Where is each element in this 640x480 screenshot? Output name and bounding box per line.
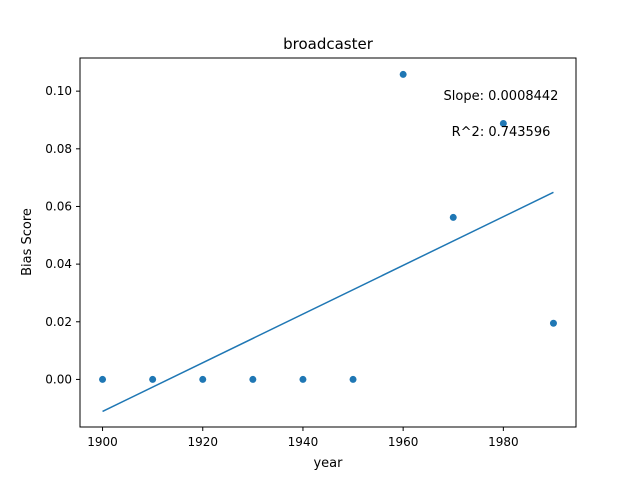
slope-annotation: Slope: 0.0008442	[444, 89, 559, 104]
scatter-point	[199, 375, 207, 383]
scatter-point	[549, 319, 557, 327]
y-tick-label: 0.00	[45, 372, 72, 386]
x-tick-label: 1960	[388, 435, 419, 449]
y-tick-label: 0.08	[45, 142, 72, 156]
scatter-point	[499, 119, 507, 127]
axes-frame	[79, 57, 577, 428]
y-tick-label: 0.10	[45, 84, 72, 98]
x-tick-label: 1980	[488, 435, 519, 449]
scatter-point	[449, 213, 457, 221]
x-axis-label: year	[313, 456, 343, 471]
x-tick-label: 1920	[187, 435, 218, 449]
y-axis: 0.00 0.02 0.04 0.06 0.08 0.10	[45, 84, 80, 386]
scatter-point	[149, 375, 157, 383]
scatter-point	[99, 375, 107, 383]
y-tick-label: 0.06	[45, 199, 72, 213]
fit-line	[102, 191, 554, 413]
x-axis: 1900 1920 1940 1960 1980	[87, 427, 519, 449]
scatter-point	[349, 375, 357, 383]
y-tick-label: 0.04	[45, 257, 72, 271]
y-tick-label: 0.02	[45, 315, 72, 329]
scatter-point	[299, 375, 307, 383]
x-tick-label: 1900	[87, 435, 118, 449]
scatter-point	[249, 375, 257, 383]
y-axis-label: Bias Score	[20, 208, 35, 276]
chart-title: broadcaster	[283, 35, 374, 53]
x-tick-label: 1940	[288, 435, 319, 449]
plot-area	[99, 70, 557, 413]
scatter-point	[399, 70, 407, 78]
r2-annotation: R^2: 0.743596	[452, 125, 551, 140]
